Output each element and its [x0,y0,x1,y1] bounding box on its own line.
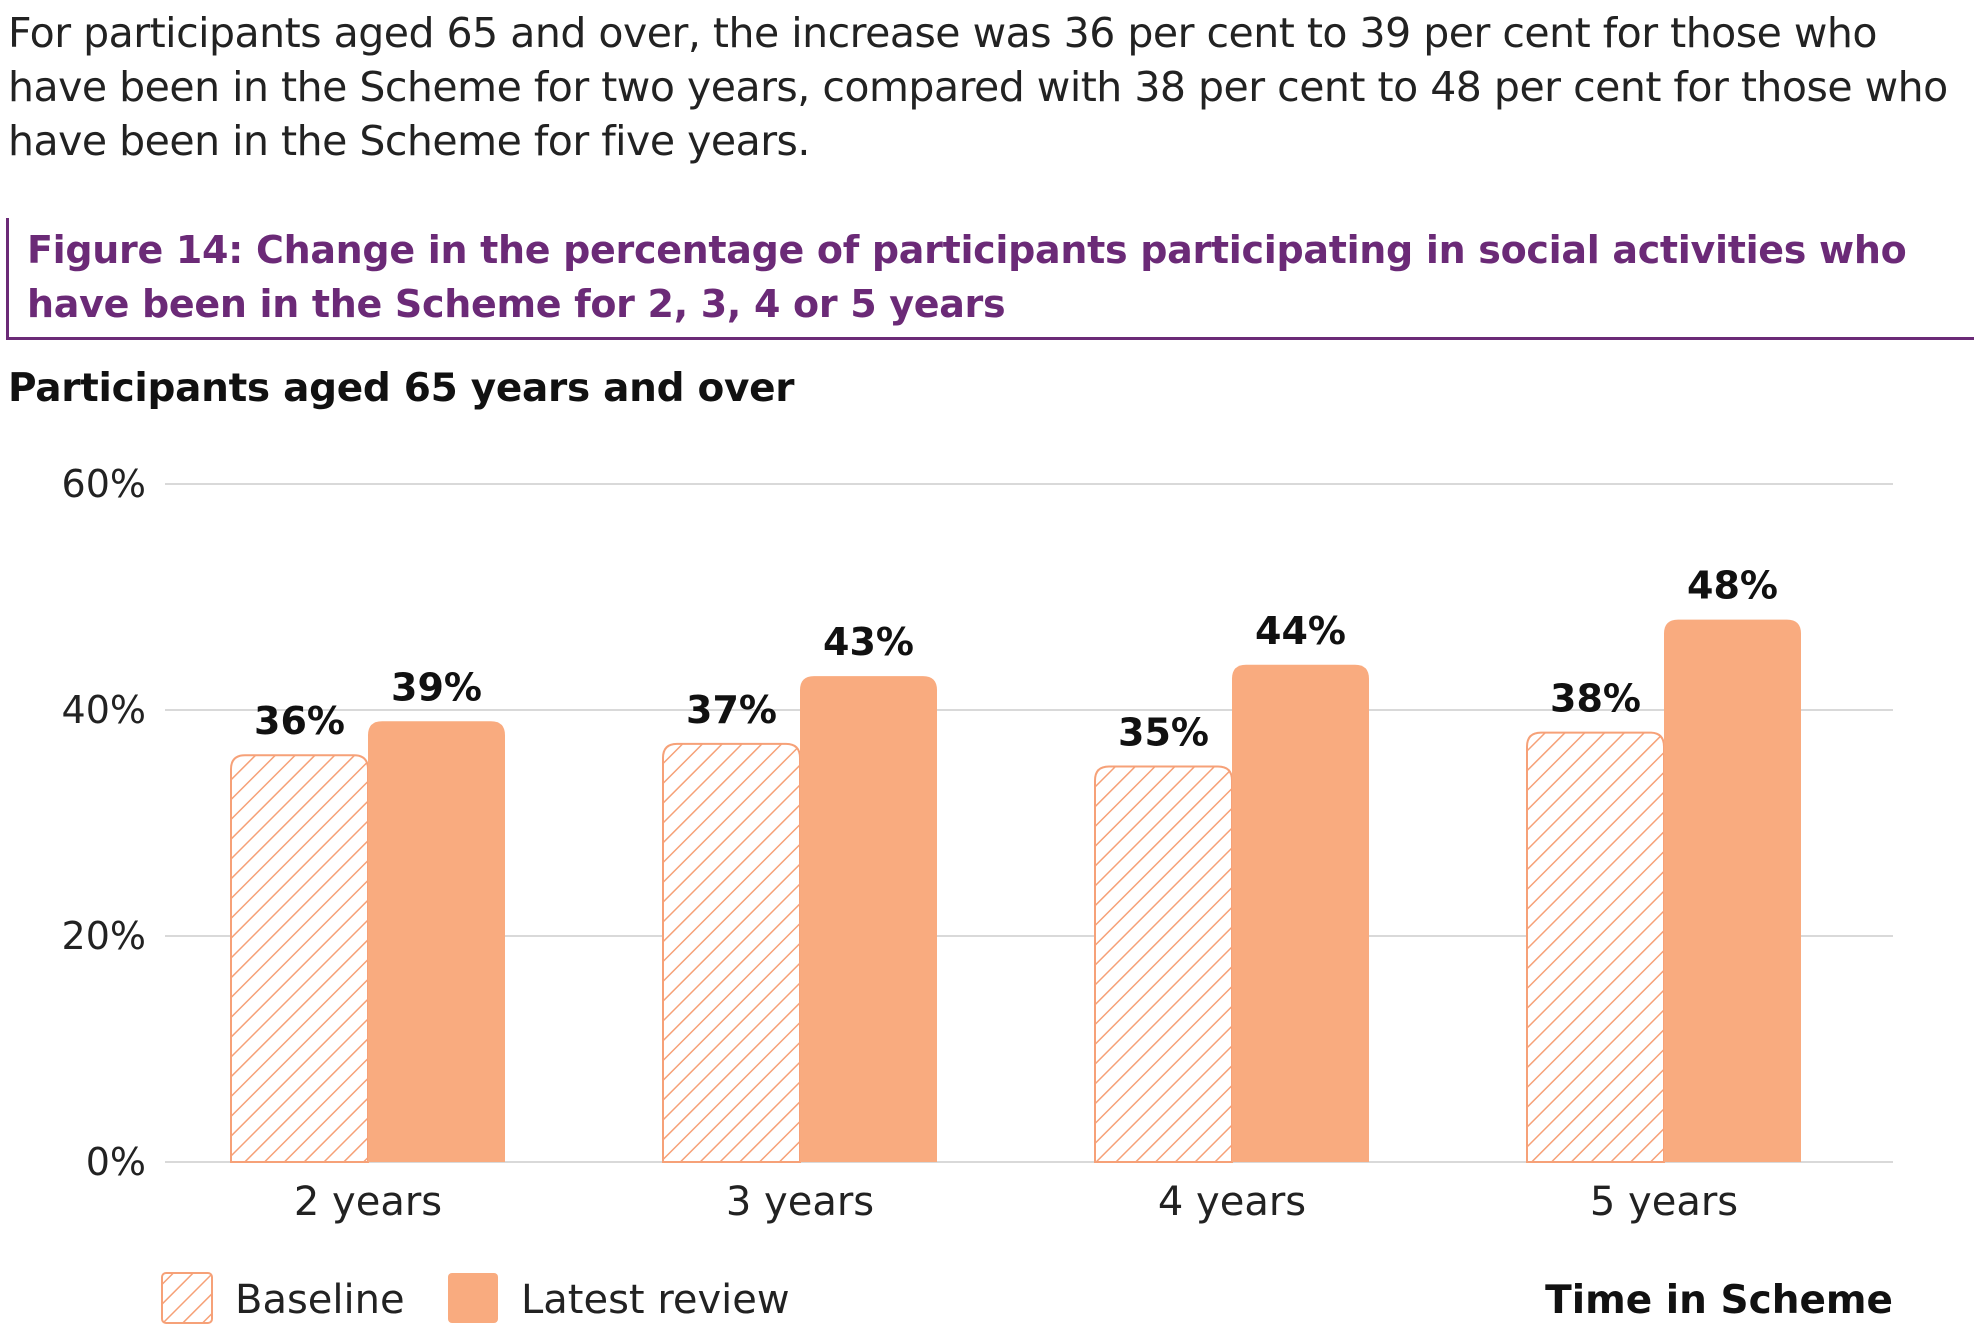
y-axis-ticks: 0% 20% 40% 60% [62,462,146,1184]
bar-baseline [662,742,801,1163]
y-tick-label: 20% [62,914,146,958]
data-label: 43% [823,620,914,664]
y-tick-label: 0% [86,1140,146,1184]
x-axis-categories: 2 years 3 years 4 years 5 years [294,1179,1738,1225]
legend: Baseline Latest review [161,1272,790,1324]
legend-swatch-latest-review [448,1273,498,1323]
y-tick-label: 40% [62,688,146,732]
bar-latest-review [1664,619,1801,1162]
intro-paragraph: For participants aged 65 and over, the i… [8,9,1948,165]
legend-label: Baseline [235,1277,405,1323]
legend-swatch-baseline [161,1272,213,1324]
x-category-label: 2 years [294,1179,442,1225]
bars [230,619,1801,1163]
bar-latest-review [368,721,505,1162]
x-axis-title: Time in Scheme [1545,1278,1893,1323]
data-label: 37% [686,688,777,732]
chart-subtitle: Participants aged 65 years and over [8,366,795,411]
bar-baseline [1526,731,1665,1163]
bar-baseline [230,754,369,1163]
data-label: 48% [1687,564,1778,608]
bar-latest-review [1232,664,1369,1162]
x-category-label: 4 years [1158,1179,1306,1225]
figure-title-line-2: have been in the Scheme for 2, 3, 4 or 5… [27,282,1006,326]
data-label: 44% [1255,609,1346,653]
data-label: 35% [1118,711,1209,755]
x-category-label: 5 years [1590,1179,1738,1225]
bar-baseline [1094,765,1233,1163]
data-label: 36% [254,699,345,743]
figure-title-box: Figure 14: Change in the percentage of p… [6,218,1974,340]
data-label: 39% [391,665,482,709]
data-labels: 36% 39% 37% 43% 35% 44% 38% 48% [254,564,1778,755]
data-label: 38% [1550,677,1641,721]
bar-latest-review [800,676,937,1162]
x-category-label: 3 years [726,1179,874,1225]
y-tick-label: 60% [62,462,146,506]
legend-label: Latest review [521,1277,790,1323]
figure-title-line-1: Figure 14: Change in the percentage of p… [27,228,1907,272]
